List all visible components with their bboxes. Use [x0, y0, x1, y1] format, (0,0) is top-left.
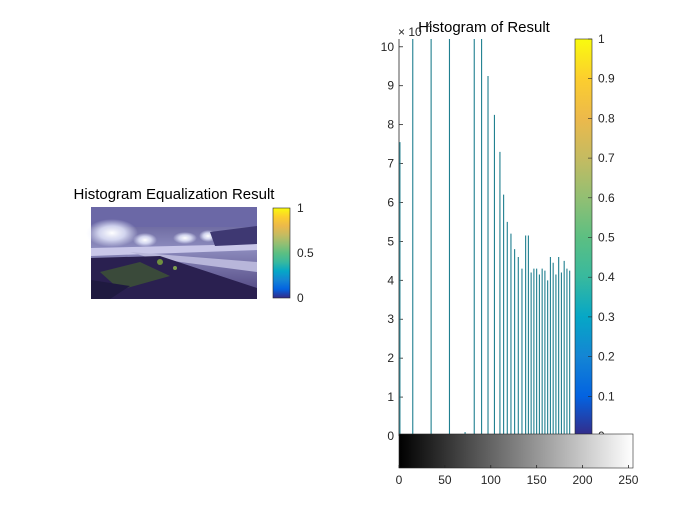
y-tick-label: 10	[381, 40, 395, 54]
colorbar-tick-label: 0.2	[598, 350, 615, 364]
y-tick-label: 3	[387, 312, 394, 326]
colorbar-tick-label: 1	[598, 32, 605, 46]
histogram-axes: 0 1 2 3 4 5 6 7 8 9 10	[381, 39, 571, 443]
y-tick-label: 8	[387, 118, 394, 132]
y-tick-label: 5	[387, 234, 394, 248]
y-tick-label: 9	[387, 79, 394, 93]
left-cb-tick: 1	[297, 201, 304, 215]
colorbar-tick-label: 0.9	[598, 72, 615, 86]
gray-colorbar: 0 50 100 150 200 250	[396, 433, 639, 487]
x-tick-label: 50	[438, 473, 452, 487]
y-tick-label: 0	[387, 429, 394, 443]
colorbar-tick-label: 0.1	[598, 389, 615, 403]
x-tick-label: 200	[573, 473, 593, 487]
colorbar-tick-label: 0.3	[598, 310, 615, 324]
x-tick-label: 0	[396, 473, 403, 487]
x-tick-label: 100	[481, 473, 501, 487]
left-cb-tick: 0	[297, 291, 304, 305]
colorbar-tick-label: 0.8	[598, 111, 615, 125]
y-exponent-power: 4	[427, 20, 432, 30]
left-colorbar: 0 0.5 1	[272, 201, 314, 305]
y-tick-label: 7	[387, 157, 394, 171]
histogram-title: Histogram of Result	[418, 19, 551, 36]
colorbar-tick-label: 0.4	[598, 270, 615, 284]
left-cb-tick: 0.5	[297, 246, 314, 260]
right-colorbar: 00.10.20.30.40.50.60.70.80.91	[574, 32, 615, 443]
y-tick-label: 4	[387, 273, 394, 287]
y-tick-label: 1	[387, 390, 394, 404]
y-tick-label: 2	[387, 351, 394, 365]
colorbar-tick-label: 0.5	[598, 231, 615, 245]
y-exponent-label: × 10	[398, 25, 422, 39]
x-tick-label: 150	[527, 473, 547, 487]
y-tick-label: 6	[387, 195, 394, 209]
left-title: Histogram Equalization Result	[74, 186, 276, 203]
colorbar-tick-label: 0.6	[598, 191, 615, 205]
equalized-image	[86, 207, 257, 299]
x-tick-label: 250	[618, 473, 638, 487]
colorbar-tick-label: 0.7	[598, 151, 615, 165]
